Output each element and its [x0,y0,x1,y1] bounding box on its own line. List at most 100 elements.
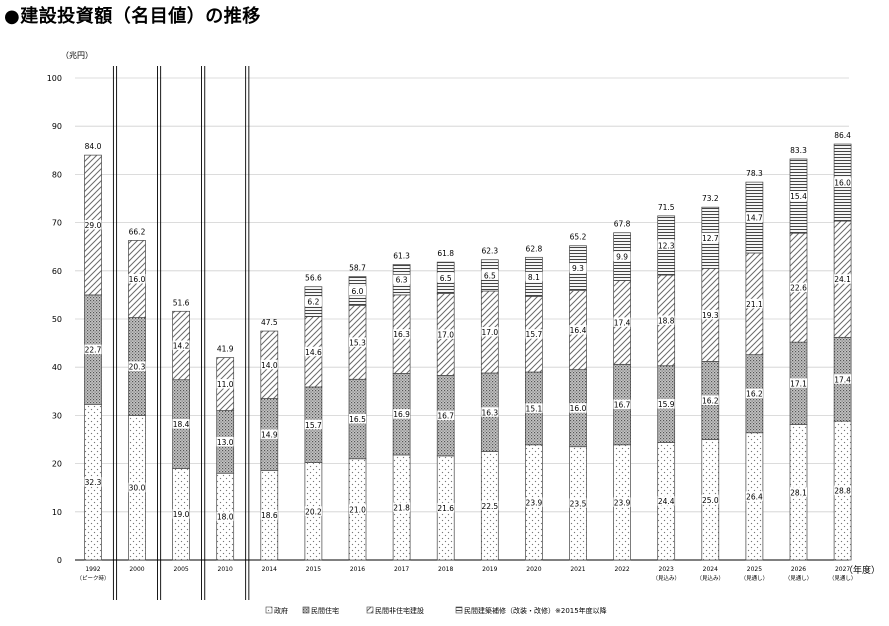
y-tick-label: 50 [52,315,62,324]
data-label: 12.7 [702,234,719,243]
data-label: 16.9 [393,410,410,419]
x-tick-sublabel: （見通し） [741,574,769,582]
data-label-background [613,251,631,262]
data-label: 22.6 [790,284,807,293]
x-tick-label: 2000 [129,566,144,573]
legend-label: 民間非住宅建設 [375,606,424,615]
x-tick-label: 2023 [659,566,674,573]
x-tick-label: 2020 [526,566,541,573]
total-label: 66.2 [129,227,146,236]
data-label: 19.0 [173,510,190,519]
data-label: 16.0 [129,275,146,284]
legend-label: 民間住宅 [311,606,339,615]
data-label: 15.9 [658,400,675,409]
legend-label: 政府 [274,606,288,615]
x-tick-sublabel: （見込み） [652,574,680,582]
total-label: 56.6 [305,274,322,283]
y-tick-label: 100 [47,74,62,83]
data-label: 18.6 [261,511,278,520]
data-label-background [834,274,852,284]
y-tick-label: 20 [52,460,62,469]
x-tick-label: 2017 [394,566,409,573]
data-label: 22.7 [85,346,102,355]
legend-swatch [366,606,374,614]
data-label-background [834,374,852,384]
data-label: 18.8 [658,316,675,325]
data-label-background [172,340,190,351]
legend-label: 民間建築補修（改装・改修）※2015年度以降 [464,606,607,615]
data-label: 14.0 [261,361,278,370]
total-label: 47.5 [261,318,278,327]
data-label-background [657,315,675,325]
data-label-background [481,407,499,417]
x-tick-label: 2018 [438,566,453,573]
data-label-background [393,274,411,285]
data-label: 15.1 [526,404,543,413]
x-tick-label: 2014 [262,566,277,573]
data-label: 15.7 [526,330,543,339]
x-tick-label: 2019 [482,566,497,573]
data-label: 17.1 [790,379,807,388]
total-label: 62.3 [481,247,498,256]
x-tick-label: 2022 [614,566,629,573]
data-label-background [84,220,102,230]
data-label-background [216,436,234,447]
y-tick-label: 10 [52,508,62,517]
data-label-background [481,327,499,337]
x-tick-label: 2005 [173,566,188,573]
data-label-background [437,329,455,339]
data-label-background [701,309,719,320]
data-label: 17.0 [437,330,454,339]
data-label: 24.4 [658,497,675,506]
total-label: 58.7 [349,264,366,273]
data-label-background [569,325,587,335]
data-label: 16.3 [481,408,498,417]
data-label-background [84,344,102,355]
data-label-background [525,271,543,282]
data-label-background [260,429,278,439]
data-label-background [393,409,411,419]
data-label-background [172,419,190,429]
y-tick-label: 70 [52,219,62,228]
total-label: 62.8 [526,244,543,253]
data-label: 16.4 [570,326,587,335]
y-tick-label: 0 [57,556,62,565]
total-label: 78.3 [746,169,763,178]
data-label-background [701,395,719,405]
total-label: 65.2 [570,233,587,242]
data-label: 8.1 [528,273,540,282]
total-label: 84.0 [85,142,102,151]
data-label-background [437,502,455,513]
legend-swatch [455,606,463,614]
data-label: 15.4 [790,192,807,201]
data-label: 6.5 [484,271,496,280]
data-label-background [657,240,675,250]
data-label-background [745,298,763,309]
data-label: 30.0 [129,484,146,493]
data-label: 15.7 [305,421,322,430]
y-axis-label: （兆円） [61,50,93,60]
data-label: 16.3 [393,330,410,339]
data-label-background [128,482,146,493]
data-label: 20.3 [129,362,146,371]
data-label: 16.2 [746,390,763,399]
x-tick-label: 2021 [570,566,585,573]
data-label-background [216,379,234,389]
data-label-background [304,346,322,357]
data-label: 11.0 [217,380,234,389]
data-label-background [790,487,807,497]
data-label-background [790,378,807,388]
data-label: 6.0 [352,287,364,296]
data-label: 32.3 [85,478,102,487]
total-label: 83.3 [790,146,807,155]
data-label-background [349,504,366,514]
y-tick-label: 80 [52,170,62,179]
total-label: 86.4 [834,131,851,140]
data-label-background [745,388,763,399]
data-label: 21.1 [746,300,763,309]
data-label-background [745,491,763,501]
x-tick-label: 2016 [350,566,365,573]
total-label: 67.8 [614,220,631,229]
data-label-background [834,177,852,188]
